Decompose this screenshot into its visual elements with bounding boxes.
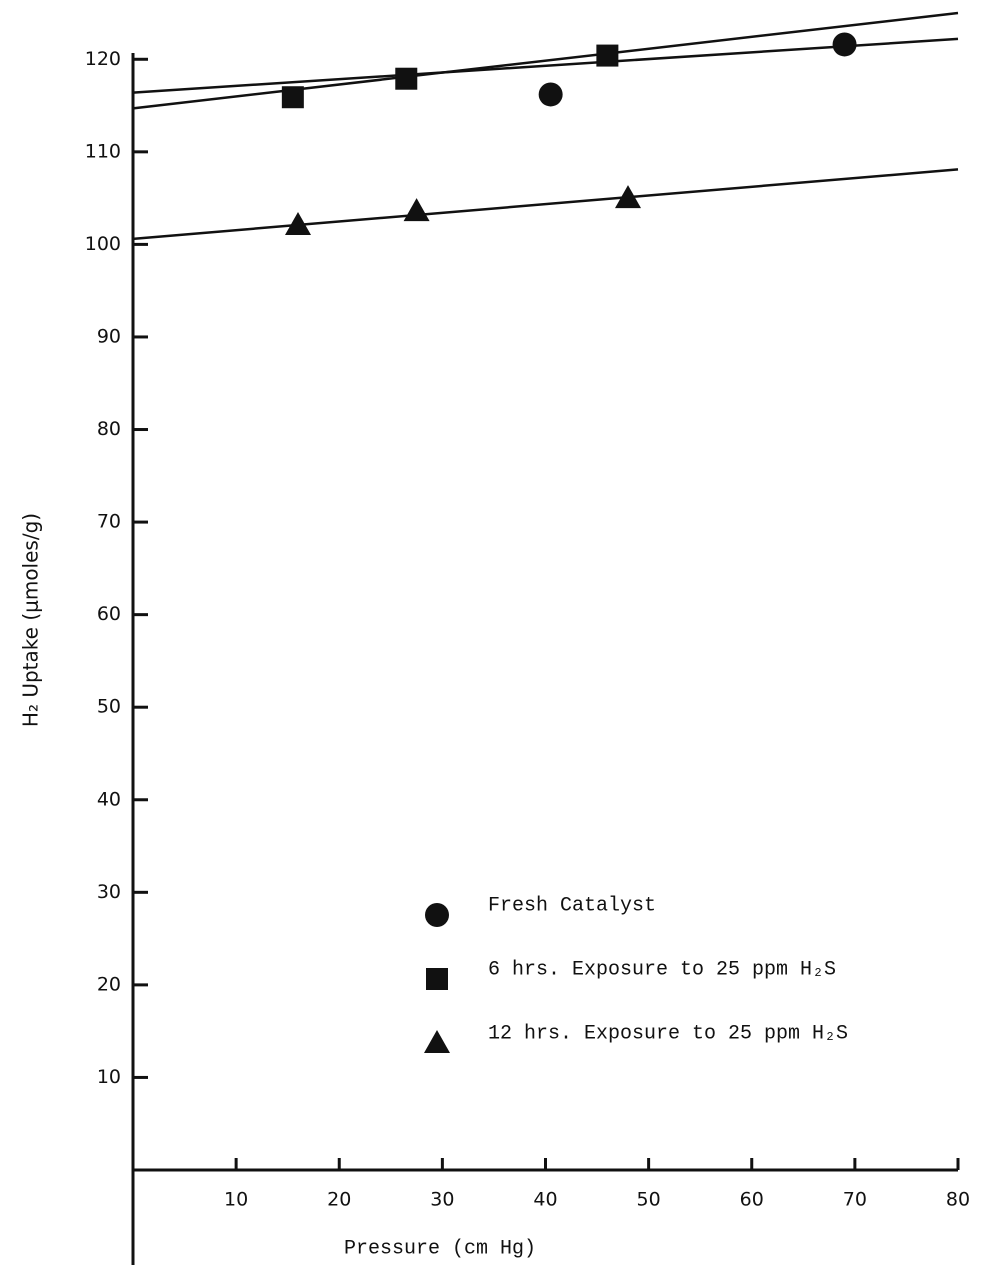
x-tick-label: 10 [224,1189,248,1211]
y-tick-label: 60 [97,603,121,625]
y-tick-label: 90 [97,325,121,347]
x-tick-label: 60 [740,1189,764,1211]
point [285,211,311,235]
x-tick-label: 40 [533,1189,557,1211]
y-tick-label: 110 [85,140,121,162]
y-tick-label: 80 [97,418,121,440]
x-tick-label: 50 [637,1189,661,1211]
y-tick-label: 20 [97,973,121,995]
x-tick-label: 70 [843,1189,867,1211]
point [395,67,418,90]
fit-line [132,168,959,241]
legend-label: 6 hrs. Exposure to 25 ppm H₂S [488,958,836,981]
y-axis-label: H₂ Uptake (μmoles/g) [19,513,43,727]
point [281,86,304,109]
y-tick-label: 70 [97,511,121,533]
legend-marker [424,1030,450,1053]
x-axis-label: Pressure (cm Hg) [344,1237,536,1260]
point [832,32,857,57]
point [538,82,563,107]
y-tick-label: 50 [97,696,121,718]
legend-label: 12 hrs. Exposure to 25 ppm H₂S [488,1022,848,1045]
fit-line [132,37,959,94]
legend-marker [426,968,448,990]
x-tick-label: 20 [327,1189,351,1211]
legend-label: Fresh Catalyst [488,894,656,917]
y-tick-label: 100 [85,233,121,255]
point [615,185,641,209]
x-tick-label: 30 [430,1189,454,1211]
y-tick-label: 120 [85,48,121,70]
fit-line [132,11,959,110]
legend-marker [425,903,449,927]
point [596,44,619,67]
y-tick-label: 10 [97,1066,121,1088]
point [403,198,430,222]
x-tick-label: 80 [946,1189,970,1211]
y-tick-label: 40 [97,788,121,810]
y-tick-label: 30 [97,881,121,903]
